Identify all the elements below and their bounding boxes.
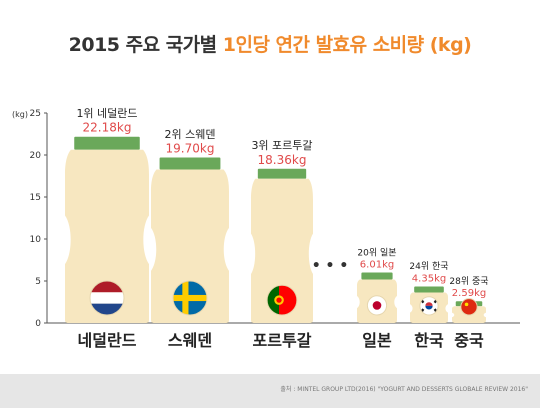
japan-flag bbox=[367, 295, 387, 315]
korea-flag bbox=[419, 296, 439, 315]
value-label: 22.18kg bbox=[83, 121, 132, 135]
category-label: 일본 bbox=[362, 331, 392, 350]
flag-border bbox=[89, 280, 125, 316]
y-axis-label: (kg) bbox=[12, 110, 28, 119]
rank-label: 24위 한국 bbox=[409, 261, 448, 272]
y-tick-label: 5 bbox=[35, 277, 41, 287]
rank-label: 20위 일본 bbox=[357, 247, 396, 258]
value-label: 18.36kg bbox=[258, 153, 307, 167]
bar-4: 20위 일본 6.01kg 일본 bbox=[357, 247, 397, 350]
bottle-cap bbox=[257, 168, 307, 179]
source-bar: 출처 : MINTEL GROUP LTD(2016) "YOGURT AND … bbox=[0, 374, 540, 408]
bottle-body bbox=[65, 149, 149, 323]
bottle-body bbox=[151, 169, 229, 323]
flag-border bbox=[172, 280, 208, 316]
rank-label: 28위 중국 bbox=[449, 276, 488, 287]
chart-title: 2015 주요 국가별 1인당 연간 발효유 소비량 (kg) bbox=[0, 30, 540, 57]
value-label: 4.35kg bbox=[412, 273, 446, 284]
y-tick-label: 10 bbox=[30, 235, 42, 245]
title-accent: 1인당 연간 발효유 소비량 (kg) bbox=[222, 34, 472, 56]
flag-border bbox=[460, 298, 478, 316]
netherlands-flag bbox=[90, 281, 124, 315]
y-tick-label: 25 bbox=[30, 109, 41, 119]
flag-border bbox=[266, 284, 298, 316]
rank-label: 1위 네덜란드 bbox=[76, 107, 137, 120]
bottle-cap bbox=[159, 157, 221, 170]
bottle-cap bbox=[361, 272, 393, 280]
rank-label: 2위 스웨덴 bbox=[165, 128, 216, 141]
source-text: 출처 : MINTEL GROUP LTD(2016) "YOGURT AND … bbox=[280, 386, 528, 393]
bottle-body bbox=[251, 178, 313, 323]
y-tick-label: 15 bbox=[30, 193, 41, 203]
flag-border bbox=[419, 296, 439, 316]
category-label: 중국 bbox=[454, 331, 484, 350]
flag-border bbox=[366, 295, 388, 316]
bar-5: 24위 한국4.35kg 한국 bbox=[409, 261, 448, 350]
y-tick-label: 20 bbox=[30, 151, 42, 161]
value-label: 19.70kg bbox=[166, 142, 215, 156]
title-prefix: 2015 주요 국가별 bbox=[68, 34, 223, 56]
rank-label: 3위 포르투갈 bbox=[251, 138, 312, 152]
category-label: 스웨덴 bbox=[168, 331, 212, 350]
category-label: 포르투갈 bbox=[253, 331, 312, 350]
portugal-flag bbox=[267, 285, 297, 315]
category-label: 네덜란드 bbox=[78, 331, 137, 350]
category-label: 한국 bbox=[414, 331, 444, 350]
bottle-cap bbox=[74, 136, 140, 150]
sweden-flag bbox=[173, 281, 207, 315]
y-tick-label: 0 bbox=[35, 319, 41, 329]
bar-6: 28위 중국2.59kg 중국 bbox=[449, 276, 488, 350]
value-label: 2.59kg bbox=[452, 288, 486, 299]
gap-marker: • • • bbox=[312, 258, 349, 274]
china-flag bbox=[460, 298, 478, 315]
bottle-cap bbox=[414, 286, 444, 293]
value-label: 6.01kg bbox=[360, 260, 394, 271]
